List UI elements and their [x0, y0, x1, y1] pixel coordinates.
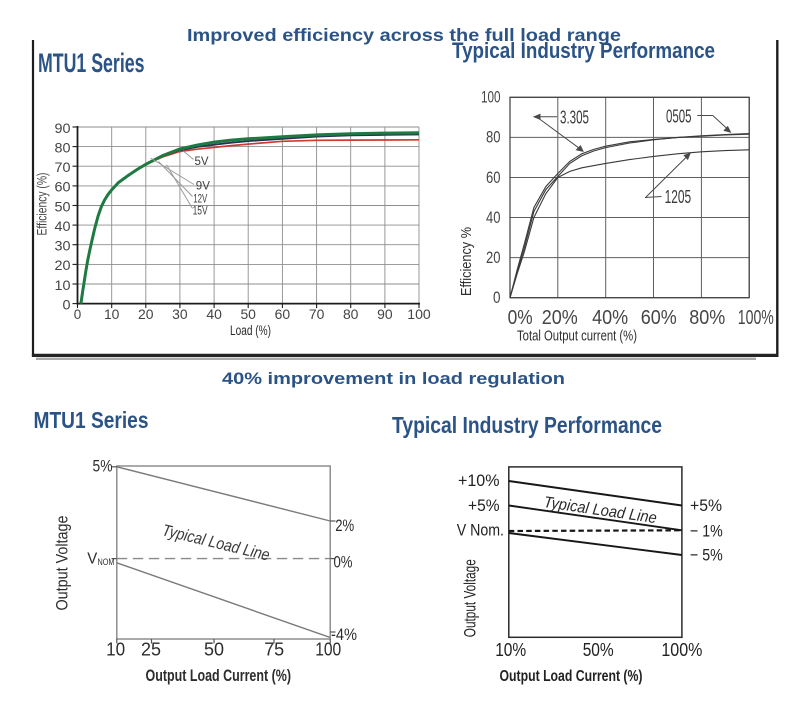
svg-text:V: V	[87, 551, 97, 568]
svg-text:Output Voltage: Output Voltage	[462, 559, 480, 637]
svg-text:15V: 15V	[193, 206, 208, 218]
svg-text:10: 10	[106, 640, 125, 660]
svg-text:2%: 2%	[335, 516, 354, 535]
svg-text:80: 80	[486, 129, 501, 147]
svg-text:40: 40	[206, 306, 222, 322]
svg-text:+5%: +5%	[690, 496, 722, 515]
svg-text:20: 20	[486, 249, 501, 267]
svg-text:0: 0	[63, 296, 71, 312]
svg-text:40%: 40%	[592, 307, 628, 329]
svg-text:10%: 10%	[495, 640, 526, 660]
svg-text:100: 100	[481, 89, 501, 107]
svg-text:50: 50	[204, 640, 224, 660]
svg-text:30: 30	[172, 306, 188, 322]
svg-text:100%: 100%	[738, 307, 774, 329]
svg-text:20: 20	[138, 306, 154, 322]
svg-text:Efficiency %: Efficiency %	[459, 227, 475, 296]
svg-text:90: 90	[377, 306, 393, 322]
svg-text:50: 50	[55, 198, 71, 214]
svg-text:-4%: -4%	[331, 625, 357, 644]
svg-text:0%: 0%	[508, 307, 533, 329]
svg-text:20%: 20%	[542, 307, 578, 329]
svg-text:50: 50	[240, 306, 256, 322]
svg-text:10: 10	[55, 277, 71, 293]
svg-text:V Nom.: V Nom.	[457, 521, 504, 540]
svg-text:3.305: 3.305	[560, 108, 589, 128]
svg-text:MTU1 Series: MTU1 Series	[34, 407, 149, 433]
svg-text:100%: 100%	[661, 640, 702, 660]
svg-text:75: 75	[264, 640, 284, 660]
svg-text:50%: 50%	[583, 640, 614, 660]
svg-text:Total Output current (%): Total Output current (%)	[517, 329, 637, 345]
svg-text:+10%: +10%	[458, 471, 500, 490]
svg-text:80%: 80%	[689, 307, 725, 329]
svg-text:70: 70	[309, 306, 325, 322]
svg-text:+5%: +5%	[468, 496, 500, 515]
svg-text:60%: 60%	[641, 307, 677, 329]
svg-text:40% improvement in load regula: 40% improvement in load regulation	[222, 369, 565, 388]
svg-text:90: 90	[55, 120, 71, 136]
svg-text:60: 60	[486, 169, 501, 187]
svg-text:Load (%): Load (%)	[230, 323, 271, 338]
svg-text:MTU1 Series: MTU1 Series	[38, 48, 145, 78]
svg-text:Output Load Current (%): Output Load Current (%)	[500, 668, 643, 685]
svg-text:Output Load Current (%): Output Load Current (%)	[146, 667, 292, 685]
svg-text:0%: 0%	[334, 553, 353, 572]
svg-text:0505: 0505	[666, 107, 692, 127]
svg-text:25: 25	[141, 640, 161, 660]
svg-text:100: 100	[315, 640, 341, 660]
svg-text:Improved efficiency across the: Improved efficiency across the full load…	[187, 25, 621, 45]
svg-text:10: 10	[104, 306, 120, 322]
svg-text:80: 80	[343, 306, 359, 322]
svg-text:Typical Industry Performance: Typical Industry Performance	[392, 412, 662, 438]
svg-text:60: 60	[55, 179, 71, 195]
svg-text:80: 80	[55, 139, 71, 155]
svg-text:100: 100	[407, 306, 431, 322]
svg-text:− 5%: − 5%	[690, 546, 723, 565]
svg-text:Efficiency (%): Efficiency (%)	[35, 173, 50, 236]
svg-text:NOM: NOM	[98, 557, 115, 567]
svg-text:12V: 12V	[193, 193, 207, 205]
svg-text:Typical Industry Performance: Typical Industry Performance	[452, 38, 715, 63]
svg-text:20: 20	[55, 257, 71, 273]
svg-text:40: 40	[55, 218, 71, 234]
svg-text:Output Voltage: Output Voltage	[54, 516, 72, 611]
svg-text:40: 40	[486, 209, 501, 227]
svg-text:9V: 9V	[196, 180, 210, 192]
svg-text:70: 70	[55, 159, 71, 175]
svg-text:5%: 5%	[93, 457, 113, 476]
svg-text:0: 0	[74, 306, 82, 322]
svg-text:0: 0	[493, 289, 501, 307]
svg-text:30: 30	[55, 238, 71, 254]
svg-text:− 1%: − 1%	[690, 521, 723, 540]
svg-text:5V: 5V	[195, 156, 209, 168]
svg-text:60: 60	[275, 306, 291, 322]
svg-text:1205: 1205	[665, 187, 692, 207]
